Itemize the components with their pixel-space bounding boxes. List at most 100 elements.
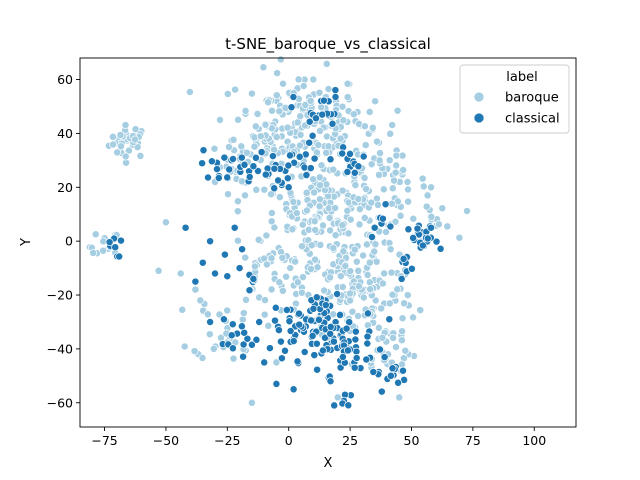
point-baroque	[378, 333, 387, 342]
point-baroque	[404, 185, 412, 194]
point-baroque	[231, 85, 240, 94]
point-baroque	[316, 126, 324, 135]
point-classical	[369, 368, 378, 376]
point-baroque	[250, 262, 259, 271]
point-baroque	[338, 102, 347, 111]
point-baroque	[283, 123, 292, 132]
y-tick-label: 20	[57, 180, 73, 195]
point-baroque	[409, 214, 418, 223]
point-classical	[230, 223, 239, 232]
point-baroque	[409, 313, 418, 322]
point-classical	[331, 93, 340, 101]
point-baroque	[233, 207, 242, 216]
point-classical	[285, 317, 294, 326]
point-baroque	[418, 174, 427, 183]
series-baroque	[85, 55, 471, 407]
x-tick-label: −25	[214, 433, 240, 448]
point-classical	[223, 173, 232, 182]
point-baroque	[315, 195, 324, 204]
point-baroque	[247, 89, 256, 98]
point-classical	[306, 164, 315, 173]
point-classical	[418, 241, 427, 250]
point-classical	[239, 352, 248, 361]
point-classical	[423, 234, 432, 243]
point-baroque	[427, 183, 436, 192]
point-baroque	[346, 289, 354, 298]
point-baroque	[322, 59, 331, 68]
point-classical	[352, 354, 361, 362]
point-classical	[397, 274, 406, 283]
point-baroque	[278, 253, 287, 262]
point-baroque	[316, 181, 325, 190]
point-baroque	[400, 299, 409, 308]
x-tick-label: −75	[91, 433, 117, 448]
point-baroque	[131, 125, 140, 134]
point-baroque	[261, 120, 270, 129]
point-baroque	[205, 330, 214, 339]
point-baroque	[389, 333, 398, 342]
point-baroque	[360, 122, 369, 131]
point-classical	[338, 353, 347, 361]
point-baroque	[259, 63, 268, 72]
point-classical	[237, 153, 246, 162]
point-baroque	[371, 296, 380, 305]
point-baroque	[275, 278, 284, 287]
point-baroque	[354, 312, 362, 320]
point-classical	[276, 337, 285, 346]
point-classical	[413, 224, 422, 233]
point-baroque	[354, 195, 363, 203]
point-classical	[350, 363, 359, 372]
point-baroque	[191, 285, 200, 294]
point-baroque	[267, 217, 276, 226]
point-baroque	[343, 79, 352, 88]
point-baroque	[229, 354, 238, 363]
x-tick-label: −50	[153, 433, 179, 448]
point-baroque	[315, 88, 324, 97]
point-baroque	[443, 222, 452, 231]
point-baroque	[250, 133, 259, 142]
point-baroque	[368, 123, 377, 132]
point-classical	[287, 103, 296, 112]
point-baroque	[386, 129, 395, 138]
point-baroque	[241, 106, 250, 115]
point-baroque	[336, 272, 345, 281]
point-classical	[271, 303, 280, 312]
point-classical	[313, 365, 322, 374]
point-baroque	[253, 109, 262, 118]
point-classical	[284, 183, 293, 192]
point-baroque	[260, 185, 269, 194]
point-baroque	[302, 206, 311, 215]
point-baroque	[237, 177, 246, 186]
point-classical	[240, 160, 249, 169]
point-baroque	[298, 242, 306, 251]
point-classical	[295, 320, 304, 329]
point-baroque	[190, 347, 199, 356]
point-baroque	[326, 226, 335, 235]
x-tick-label: 0	[285, 433, 293, 448]
point-baroque	[198, 353, 207, 362]
point-classical	[225, 165, 234, 174]
point-baroque	[379, 185, 388, 194]
point-baroque	[354, 282, 363, 291]
legend-label-baroque: baroque	[505, 91, 559, 106]
point-baroque	[121, 121, 130, 130]
point-baroque	[116, 131, 125, 139]
point-baroque	[333, 393, 342, 402]
points-layer	[85, 55, 471, 410]
y-tick-label: 40	[57, 126, 73, 141]
point-baroque	[404, 197, 413, 206]
point-baroque	[324, 142, 333, 151]
point-baroque	[391, 217, 400, 226]
point-baroque	[286, 264, 295, 272]
point-baroque	[185, 88, 194, 96]
point-classical	[436, 244, 445, 253]
point-baroque	[371, 97, 380, 106]
point-baroque	[242, 295, 250, 304]
point-classical	[305, 117, 314, 126]
point-baroque	[234, 115, 243, 124]
point-baroque	[382, 228, 390, 236]
point-classical	[214, 174, 223, 182]
point-classical	[235, 264, 244, 273]
point-baroque	[292, 209, 301, 218]
point-baroque	[275, 107, 284, 116]
